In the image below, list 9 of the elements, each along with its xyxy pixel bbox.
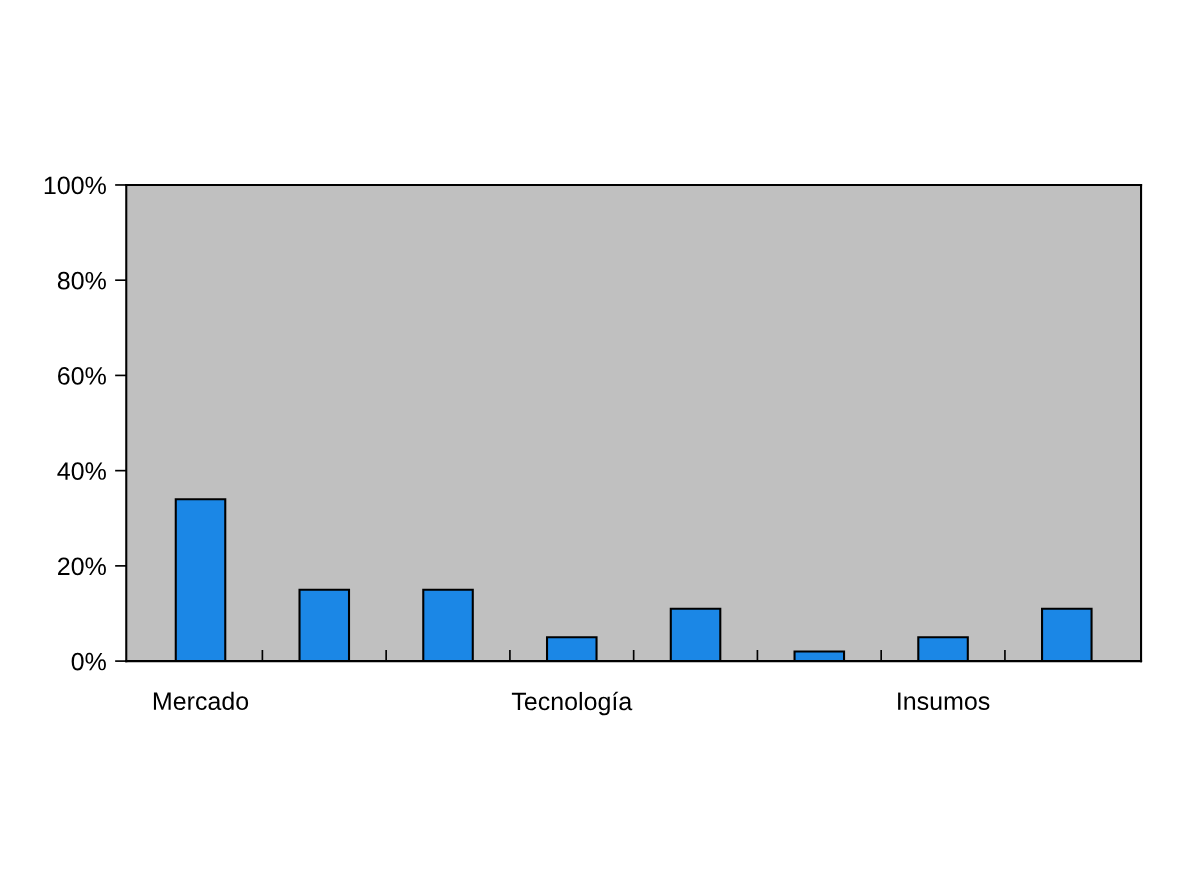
x-tick-label: Tecnología bbox=[511, 691, 633, 716]
y-tick-label: 0% bbox=[71, 652, 106, 671]
x-tick-label: Insumos bbox=[898, 692, 990, 711]
x-tick-label: Mercado bbox=[153, 691, 249, 711]
y-tick-label: 60% bbox=[58, 367, 106, 385]
y-tick-label: 40% bbox=[57, 462, 106, 480]
y-tick-label: 20% bbox=[58, 557, 106, 576]
y-tick-label: 80% bbox=[57, 271, 106, 290]
y-tick-label: 100% bbox=[44, 176, 106, 195]
